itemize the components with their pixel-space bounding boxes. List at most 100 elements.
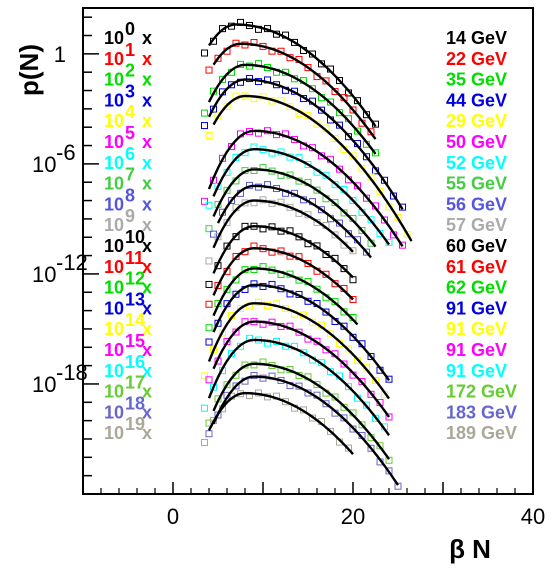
data-point (385, 413, 393, 421)
data-point (291, 38, 298, 46)
legend-factor-exponent: 18 (125, 393, 145, 413)
data-point (223, 381, 231, 389)
legend-factor: 10 (104, 174, 124, 194)
data-point (205, 201, 213, 209)
fit-curve (212, 362, 390, 460)
fit-curve (207, 302, 390, 400)
legend-factor-exponent: 4 (125, 102, 135, 122)
legend-series-name: 44 GeV (446, 90, 507, 110)
legend-series-name: 14 GeV (446, 28, 507, 48)
data-point (201, 49, 208, 57)
legend-factor: 10 (104, 236, 124, 256)
data-point (358, 226, 366, 234)
data-point (358, 378, 366, 386)
data-point (349, 197, 357, 205)
legend-series-name: 91 GeV (446, 298, 507, 318)
data-point (232, 290, 240, 298)
fit-curve (212, 42, 377, 140)
legend-factor: 10 (104, 132, 124, 152)
data-point (327, 98, 334, 106)
data-point (372, 149, 379, 157)
data-point (331, 134, 339, 142)
data-point (372, 377, 379, 385)
data-markers (201, 18, 411, 490)
legend-factor: 10 (104, 194, 124, 214)
data-point (340, 209, 348, 217)
fit-curve (212, 375, 399, 486)
y-tick-label: 1 (54, 42, 66, 67)
y-tick-label: 10 (32, 262, 56, 287)
legend-factor: 10 (104, 319, 124, 339)
legend-times: x (142, 361, 152, 381)
data-point (232, 233, 240, 241)
data-point (201, 438, 208, 446)
data-point (201, 372, 208, 380)
legend-factor: 10 (104, 215, 124, 235)
legend-factor-exponent: 8 (125, 185, 135, 205)
data-point (385, 238, 393, 246)
data-point (349, 425, 357, 433)
fit-curve (212, 246, 354, 301)
legend-factor: 10 (104, 402, 124, 422)
data-point (318, 206, 325, 214)
data-point (205, 66, 213, 74)
legend-factor-exponent: 15 (125, 331, 145, 351)
legend-times: x (142, 298, 152, 318)
data-point (349, 106, 357, 114)
data-point (214, 54, 222, 62)
legend-factor-exponent: 5 (125, 123, 135, 143)
data-point (345, 444, 352, 452)
fit-curve (207, 129, 404, 247)
data-point (237, 305, 244, 313)
data-point (309, 85, 316, 93)
fit-curve (212, 147, 390, 246)
data-point (295, 328, 303, 336)
data-point (214, 182, 222, 190)
data-point (205, 257, 213, 265)
legend-factor-exponent: 2 (125, 61, 135, 81)
legend-factor-exponent: 17 (125, 373, 145, 393)
fit-curve (212, 283, 390, 381)
legend-series-name: 22 GeV (446, 49, 507, 69)
data-point (345, 230, 352, 238)
data-point (205, 324, 213, 332)
data-point (340, 360, 348, 368)
legend-factor-exponent: 16 (125, 352, 145, 372)
legend-times: x (142, 257, 152, 277)
data-point (336, 165, 343, 173)
data-point (340, 308, 348, 316)
y-axis-title: p(N) (14, 44, 44, 96)
y-tick-exponent: -18 (56, 360, 88, 385)
data-point (349, 247, 357, 255)
data-point (205, 131, 213, 139)
legend-factor-exponent: 19 (125, 414, 145, 434)
data-point (331, 231, 339, 239)
data-point (336, 109, 343, 117)
data-point (304, 64, 312, 72)
data-point (304, 160, 312, 168)
y-tick-label: 10 (32, 372, 56, 397)
data-point (313, 381, 321, 389)
data-point (354, 356, 361, 364)
legend-times: x (142, 28, 152, 48)
legend-series-name: 61 GeV (446, 257, 507, 277)
legend-factor-exponent: 11 (125, 248, 144, 268)
data-point (340, 403, 348, 411)
fit-curves (207, 23, 413, 486)
legend-times: x (142, 382, 152, 402)
data-point (219, 75, 226, 83)
data-point (223, 285, 231, 293)
data-point (336, 121, 343, 129)
data-point (201, 109, 208, 117)
data-point (340, 322, 348, 330)
data-point (228, 196, 235, 204)
data-point (358, 421, 366, 429)
data-point (322, 400, 330, 408)
legend-times: x (142, 236, 152, 256)
data-point (300, 349, 307, 357)
data-point (228, 143, 235, 151)
data-point (399, 203, 406, 211)
data-point (214, 282, 222, 290)
legend-factor: 10 (104, 257, 124, 277)
data-point (345, 383, 352, 391)
